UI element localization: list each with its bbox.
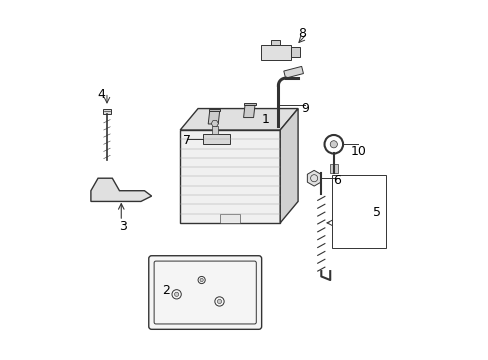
Polygon shape: [208, 112, 219, 124]
Polygon shape: [290, 47, 299, 57]
Text: 9: 9: [301, 102, 308, 115]
Polygon shape: [243, 105, 254, 118]
Text: 1: 1: [262, 113, 269, 126]
Circle shape: [200, 278, 203, 282]
Text: 7: 7: [183, 134, 191, 147]
FancyBboxPatch shape: [148, 256, 261, 329]
Polygon shape: [203, 134, 230, 144]
Polygon shape: [260, 45, 290, 60]
Text: 8: 8: [297, 27, 305, 40]
Polygon shape: [307, 170, 320, 186]
Polygon shape: [283, 66, 303, 78]
Polygon shape: [102, 109, 111, 114]
Text: 5: 5: [372, 206, 380, 219]
Text: 2: 2: [162, 284, 169, 297]
Polygon shape: [211, 121, 218, 127]
Polygon shape: [329, 164, 337, 173]
Polygon shape: [208, 109, 220, 112]
Text: 6: 6: [333, 174, 341, 186]
Text: 3: 3: [119, 220, 127, 233]
Polygon shape: [212, 126, 217, 134]
Polygon shape: [220, 214, 240, 223]
Circle shape: [329, 141, 337, 148]
Text: 10: 10: [350, 145, 366, 158]
Polygon shape: [280, 109, 298, 223]
Polygon shape: [91, 178, 151, 202]
Circle shape: [174, 292, 178, 296]
Circle shape: [217, 300, 221, 303]
Text: 4: 4: [98, 88, 105, 101]
Polygon shape: [271, 40, 280, 45]
Polygon shape: [244, 103, 255, 105]
Polygon shape: [180, 109, 298, 130]
Polygon shape: [180, 130, 280, 223]
